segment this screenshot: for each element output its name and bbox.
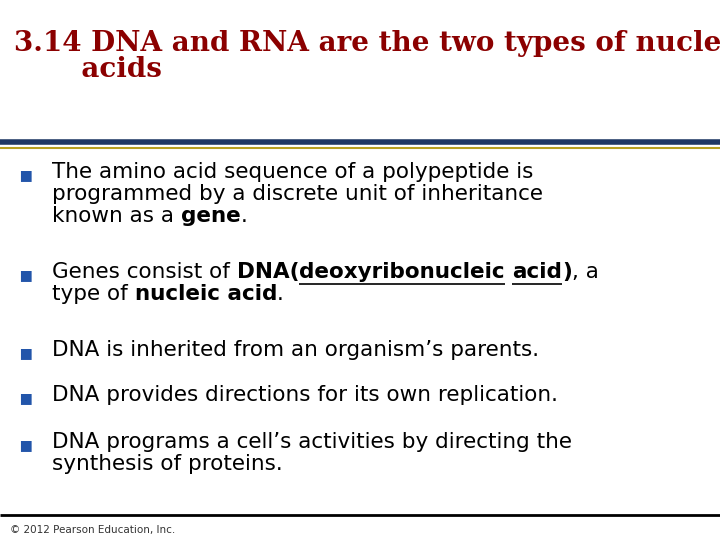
Text: ▪: ▪ — [18, 388, 32, 408]
Text: 3.14 DNA and RNA are the two types of nucleic: 3.14 DNA and RNA are the two types of nu… — [14, 30, 720, 57]
Text: type of: type of — [52, 284, 135, 304]
Text: known as a: known as a — [52, 206, 181, 226]
Text: Genes consist of: Genes consist of — [52, 262, 237, 282]
Text: programmed by a discrete unit of inheritance: programmed by a discrete unit of inherit… — [52, 184, 543, 204]
Text: acid: acid — [513, 262, 562, 282]
Text: ▪: ▪ — [18, 343, 32, 363]
Text: © 2012 Pearson Education, Inc.: © 2012 Pearson Education, Inc. — [10, 525, 175, 535]
Text: acids: acids — [14, 56, 162, 83]
Text: .: . — [240, 206, 248, 226]
Text: ): ) — [562, 262, 572, 282]
Text: DNA programs a cell’s activities by directing the: DNA programs a cell’s activities by dire… — [52, 432, 572, 452]
Text: ▪: ▪ — [18, 165, 32, 185]
Text: gene: gene — [181, 206, 240, 226]
Text: , a: , a — [572, 262, 599, 282]
Text: .: . — [277, 284, 284, 304]
Text: deoxyribonucleic: deoxyribonucleic — [300, 262, 505, 282]
Text: The amino acid sequence of a polypeptide is: The amino acid sequence of a polypeptide… — [52, 162, 534, 182]
Text: DNA is inherited from an organism’s parents.: DNA is inherited from an organism’s pare… — [52, 340, 539, 360]
Text: nucleic acid: nucleic acid — [135, 284, 277, 304]
Text: DNA(: DNA( — [237, 262, 300, 282]
Text: ▪: ▪ — [18, 435, 32, 455]
Text: synthesis of proteins.: synthesis of proteins. — [52, 454, 283, 474]
Text: DNA provides directions for its own replication.: DNA provides directions for its own repl… — [52, 385, 558, 405]
Text: ▪: ▪ — [18, 265, 32, 285]
